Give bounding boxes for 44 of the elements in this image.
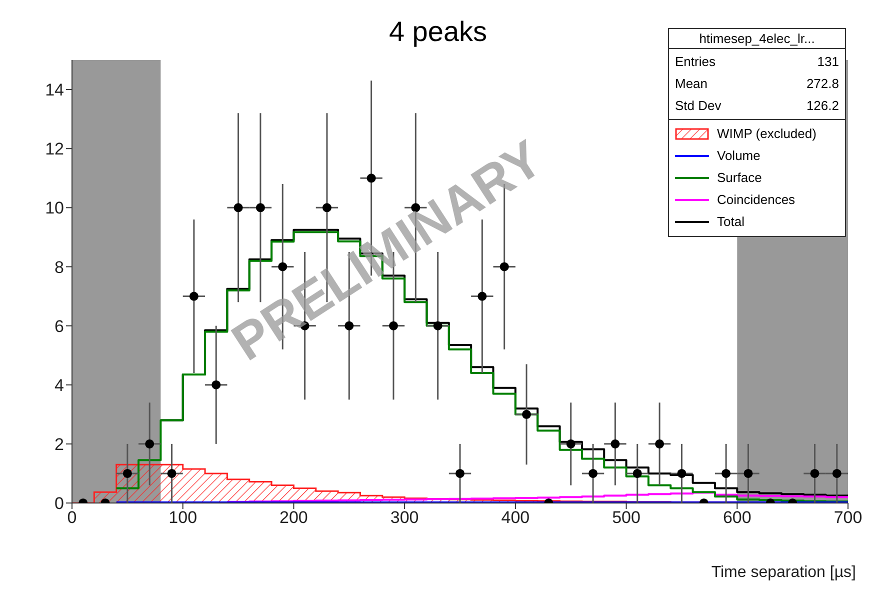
x-tick-label: 600 xyxy=(722,508,752,528)
x-tick-label: 400 xyxy=(501,508,530,528)
legend-label: WIMP (excluded) xyxy=(717,125,816,143)
point xyxy=(455,468,465,478)
point xyxy=(122,468,132,478)
y-tick-label: 4 xyxy=(54,376,64,395)
y-tick-label: 8 xyxy=(54,258,64,277)
legend-label: Surface xyxy=(717,169,762,187)
point xyxy=(566,439,576,448)
legend-label: Volume xyxy=(717,147,760,165)
x-tick-label: 300 xyxy=(390,508,419,528)
point xyxy=(632,468,642,478)
y-tick-label: 0 xyxy=(54,494,64,514)
point xyxy=(610,439,620,448)
x-tick-label: 700 xyxy=(834,508,862,528)
text: Mean 272.8 xyxy=(675,76,839,91)
point xyxy=(145,439,154,448)
point xyxy=(588,468,598,478)
y-tick-label: 14 xyxy=(45,80,64,100)
x-tick-label: 200 xyxy=(280,508,308,528)
x-axis-title: Time separation [µs] xyxy=(711,564,856,582)
x-tick-label: 500 xyxy=(612,508,640,528)
y-tick-label: 6 xyxy=(54,316,64,336)
point xyxy=(810,468,820,478)
x-tick-label: 100 xyxy=(168,508,198,528)
point xyxy=(677,468,686,478)
point xyxy=(655,439,664,448)
y-tick-label: 2 xyxy=(54,434,64,454)
text: Std Dev 126.2 xyxy=(675,98,839,113)
point xyxy=(832,468,842,478)
point xyxy=(189,292,198,301)
x-tick-label: 0 xyxy=(67,508,77,528)
point xyxy=(212,380,221,390)
text: Entries 131 xyxy=(675,54,839,69)
legend-title: htimesep_4elec_lr... xyxy=(669,29,845,49)
y-tick-label: 12 xyxy=(45,140,64,159)
legend-label: Total xyxy=(717,213,744,231)
point xyxy=(167,468,176,478)
y-tick-label: 10 xyxy=(45,198,64,218)
point xyxy=(522,410,532,419)
point xyxy=(744,468,753,478)
chart-title: 4 peaks xyxy=(388,16,488,47)
point xyxy=(722,468,731,478)
legend-label: Coincidences xyxy=(717,191,796,209)
